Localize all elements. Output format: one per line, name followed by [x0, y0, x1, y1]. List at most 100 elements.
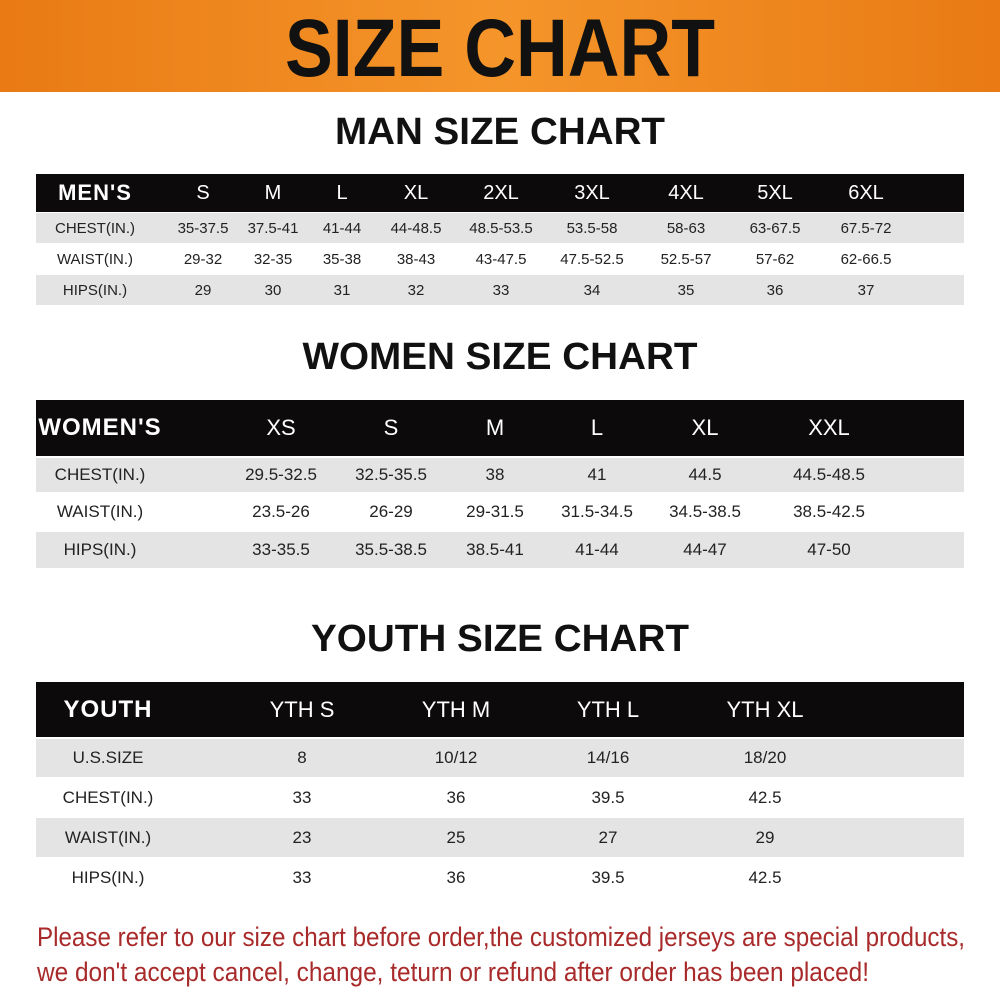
row-label: WAIST(IN.) [64, 827, 152, 847]
men-section-title-svg: MAN SIZE CHART [335, 111, 665, 152]
measurement-cell: 29 [194, 281, 212, 299]
title-svg: SIZE CHART [285, 3, 715, 92]
youth-section-title-svg: YOUTH SIZE CHART [311, 618, 689, 659]
measurement-cell: 34.5-38.5 [669, 502, 741, 521]
row-label: WOMEN'S [38, 414, 162, 441]
measurement-cell: 63-67.5 [749, 219, 801, 237]
measurement-cell: 53.5-58 [566, 219, 618, 237]
row-label: HIPS(IN.) [62, 281, 128, 299]
measurement-cell: 32-35 [253, 250, 293, 268]
measurement-cell: 26-29 [369, 502, 413, 521]
table-header-row: WOMEN'S XS S M L XL XXL [36, 400, 964, 456]
measurement-cell: 36 [446, 867, 466, 887]
measurement-cell: 23.5-26 [252, 502, 310, 521]
measurement-cell: 34 [583, 281, 601, 299]
size-header: L [590, 415, 604, 440]
measurement-cell: 33 [492, 281, 510, 299]
measurement-cell: 48.5-53.5 [469, 219, 533, 237]
measurement-cell: 41-44 [322, 219, 362, 237]
measurement-cell: 33-35.5 [252, 540, 310, 559]
disclaimer-note: Please refer to our size chart before or… [36, 922, 965, 987]
measurement-cell: 44-47 [683, 540, 727, 559]
measurement-cell: 8 [297, 748, 307, 767]
measurement-cell: 35 [677, 281, 695, 299]
size-header: 3XL [574, 181, 610, 204]
measurement-cell: 32.5-35.5 [355, 465, 427, 484]
size-header: S [383, 415, 399, 440]
measurement-cell: 29-31.5 [466, 502, 524, 521]
measurement-cell: 43-47.5 [475, 250, 527, 268]
table-header-row: YOUTH YTH S YTH M YTH L YTH XL [36, 682, 964, 737]
table-row: HIPS(IN.) 33-35.5 35.5-38.5 38.5-41 41-44 44-… [36, 532, 964, 568]
measurement-cell: 35-37.5 [177, 219, 229, 237]
row-label: U.S.SIZE [72, 748, 144, 767]
row-label: HIPS(IN.) [63, 540, 137, 559]
table-row: HIPS(IN.) 33 36 39.5 42.5 [36, 858, 964, 897]
table-row: U.S.SIZE 8 10/12 14/16 18/20 [36, 739, 964, 777]
size-header: XL [691, 415, 719, 440]
table-row: CHEST(IN.) 33 36 39.5 42.5 [36, 778, 964, 817]
measurement-cell: 41 [587, 465, 607, 484]
row-label: MEN'S [58, 180, 132, 205]
size-header: YTH M [421, 696, 491, 722]
measurement-cell: 37.5-41 [247, 219, 299, 237]
measurement-cell: 18/20 [743, 748, 787, 767]
youth-section-title: YOUTH SIZE CHART [311, 618, 689, 659]
row-label: CHEST(IN.) [55, 219, 135, 237]
row-label: CHEST(IN.) [54, 465, 146, 484]
size-header: M [485, 415, 505, 440]
table-row: CHEST(IN.) 29.5-32.5 32.5-35.5 38 41 44.5 44.5… [36, 458, 964, 492]
size-header: XXL [808, 415, 850, 440]
size-header: L [336, 181, 348, 204]
size-header: XL [403, 181, 429, 204]
measurement-cell: 57-62 [755, 250, 795, 268]
row-label: WAIST(IN.) [56, 502, 144, 521]
size-header: S [196, 181, 210, 204]
disclaimer-line-2: we don't accept cancel, change, teturn o… [36, 957, 869, 987]
measurement-cell: 52.5-57 [660, 250, 712, 268]
row-label: YOUTH [63, 695, 153, 723]
measurement-cell: 29 [755, 827, 775, 847]
row-label: CHEST(IN.) [62, 787, 154, 807]
measurement-cell: 39.5 [591, 787, 625, 807]
table-row: WAIST(IN.) 23 25 27 29 [36, 818, 964, 857]
measurement-cell: 67.5-72 [840, 219, 892, 237]
women-section-title: WOMEN SIZE CHART [303, 336, 698, 377]
measurement-cell: 38.5-41 [466, 540, 524, 559]
measurement-cell: 27 [598, 827, 618, 847]
men-section-title: MAN SIZE CHART [335, 111, 665, 152]
title-banner: SIZE CHART [0, 0, 1000, 92]
size-header: YTH XL [726, 696, 804, 722]
measurement-cell: 36 [446, 787, 466, 807]
measurement-cell: 37 [857, 281, 875, 299]
size-header: YTH L [576, 696, 640, 722]
table-row: WAIST(IN.) 23.5-26 26-29 29-31.5 31.5-34.5 34… [36, 494, 964, 530]
row-label: WAIST(IN.) [56, 250, 134, 268]
measurement-cell: 35.5-38.5 [355, 540, 427, 559]
measurement-cell: 44-48.5 [390, 219, 442, 237]
measurement-cell: 42.5 [748, 787, 782, 807]
table-header-row: MEN'S S M L XL 2XL 3XL 4XL 5XL 6XL [36, 174, 964, 212]
measurement-cell: 31.5-34.5 [561, 502, 633, 521]
table-row: WAIST(IN.) 29-32 32-35 35-38 38-43 43-47.5 47.… [36, 245, 964, 273]
measurement-cell: 31 [333, 281, 351, 299]
measurement-cell: 32 [407, 281, 425, 299]
women-section-title-svg: WOMEN SIZE CHART [303, 336, 698, 377]
measurement-cell: 30 [264, 281, 282, 299]
measurement-cell: 42.5 [748, 867, 782, 887]
measurement-cell: 33 [292, 867, 312, 887]
measurement-cell: 29.5-32.5 [245, 465, 317, 484]
measurement-cell: 35-38 [322, 250, 362, 268]
measurement-cell: 36 [766, 281, 784, 299]
measurement-cell: 44.5-48.5 [793, 465, 865, 484]
measurement-cell: 39.5 [591, 867, 625, 887]
measurement-cell: 23 [292, 827, 312, 847]
measurement-cell: 25 [446, 827, 466, 847]
disclaimer-line-1: Please refer to our size chart before or… [37, 922, 965, 952]
measurement-cell: 10/12 [434, 748, 478, 767]
row-label: HIPS(IN.) [71, 867, 145, 887]
measurement-cell: 14/16 [586, 748, 630, 767]
measurement-cell: 47.5-52.5 [560, 250, 624, 268]
measurement-cell: 33 [292, 787, 312, 807]
measurement-cell: 58-63 [666, 219, 706, 237]
